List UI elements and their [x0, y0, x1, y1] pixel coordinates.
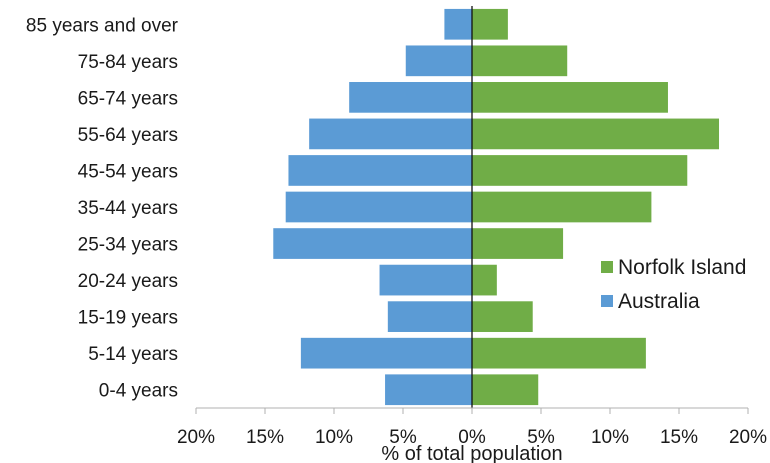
- x-tick-label: 0%: [458, 427, 486, 448]
- x-axis: 20% 15% 10% 5% 0% 5% 10% 15% 20%: [177, 407, 767, 448]
- category-label: 20-24 years: [78, 271, 178, 292]
- bar-norfolk-island-1: [472, 337, 646, 369]
- bar-australia-2: [387, 301, 472, 332]
- legend: Norfolk Island Australia: [601, 256, 746, 313]
- bar-norfolk-island-2: [472, 301, 533, 332]
- category-label: 75-84 years: [78, 52, 178, 73]
- legend-label: Norfolk Island: [618, 256, 746, 279]
- bar-australia-3: [379, 264, 472, 296]
- x-tick-label: 15%: [660, 427, 698, 448]
- category-label: 15-19 years: [78, 308, 178, 329]
- category-label: 45-54 years: [78, 161, 178, 182]
- category-label: 55-64 years: [78, 125, 178, 146]
- legend-swatch: [601, 261, 613, 273]
- bar-australia-8: [349, 82, 472, 113]
- category-label: 0-4 years: [99, 381, 178, 402]
- x-axis-title: % of total population: [381, 443, 562, 463]
- bar-norfolk-island-3: [472, 264, 497, 296]
- bar-norfolk-island-4: [472, 228, 564, 259]
- bar-norfolk-island-8: [472, 82, 668, 113]
- category-label: 25-34 years: [78, 235, 178, 256]
- x-tick-label: 20%: [177, 427, 215, 448]
- x-tick-label: 10%: [591, 427, 629, 448]
- x-tick-label: 15%: [246, 427, 284, 448]
- bar-australia-5: [285, 191, 472, 223]
- bars-group: [273, 8, 720, 406]
- bar-australia-9: [405, 45, 472, 77]
- legend-swatch: [601, 295, 613, 307]
- x-tick-label: 5%: [527, 427, 555, 448]
- bar-australia-4: [273, 228, 472, 259]
- bar-norfolk-island-7: [472, 118, 720, 150]
- category-label: 35-44 years: [78, 198, 178, 219]
- category-labels: 0-4 years 5-14 years 15-19 years 20-24 year…: [26, 15, 179, 401]
- bar-norfolk-island-0: [472, 374, 539, 406]
- x-tick-label: 5%: [389, 427, 417, 448]
- category-label: 85 years and over: [26, 15, 179, 36]
- bar-australia-10: [444, 8, 472, 40]
- x-tick-label: 10%: [315, 427, 353, 448]
- bar-australia-7: [309, 118, 472, 150]
- bar-norfolk-island-9: [472, 45, 568, 77]
- bar-australia-0: [385, 374, 472, 406]
- category-label: 5-14 years: [88, 344, 178, 365]
- category-label: 65-74 years: [78, 88, 178, 109]
- bar-norfolk-island-6: [472, 155, 688, 186]
- bar-norfolk-island-5: [472, 191, 652, 223]
- bar-australia-6: [288, 155, 472, 186]
- bar-australia-1: [300, 337, 472, 369]
- x-tick-label: 20%: [729, 427, 767, 448]
- bar-norfolk-island-10: [472, 8, 508, 40]
- legend-label: Australia: [618, 290, 700, 313]
